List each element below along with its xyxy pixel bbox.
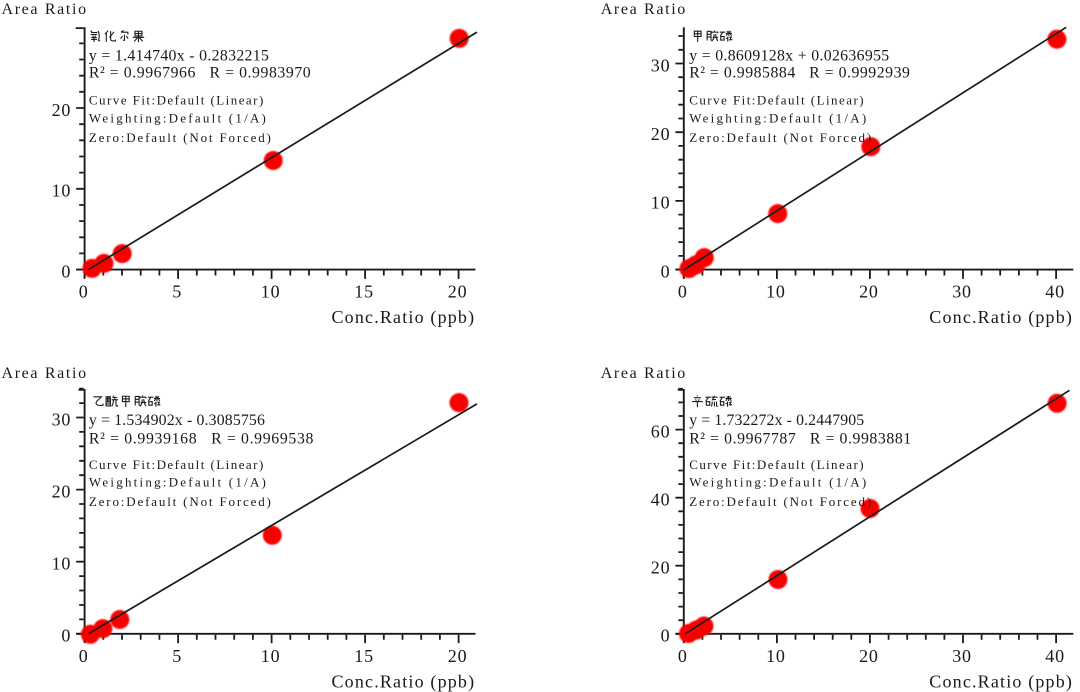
- svg-text:40: 40: [1045, 646, 1065, 666]
- svg-text:5: 5: [172, 282, 182, 302]
- svg-text:Curve Fit:Default (Linear): Curve Fit:Default (Linear): [89, 457, 263, 472]
- svg-text:20: 20: [448, 282, 468, 302]
- svg-text:10: 10: [766, 282, 786, 302]
- svg-text:20: 20: [651, 558, 671, 578]
- svg-text:R² = 0.9985884 R = 0.9992939: R² = 0.9985884 R = 0.9992939: [689, 65, 910, 82]
- svg-text:y = 1.414740x - 0.2832215: y = 1.414740x - 0.2832215: [89, 47, 269, 64]
- svg-text:30: 30: [952, 646, 972, 666]
- svg-text:5: 5: [172, 646, 182, 666]
- svg-text:30: 30: [52, 409, 72, 429]
- svg-text:R² = 0.9967787 R = 0.9983881: R² = 0.9967787 R = 0.9983881: [689, 431, 911, 448]
- svg-text:Weighting:Default (1/A): Weighting:Default (1/A): [89, 475, 266, 490]
- svg-text:20: 20: [651, 124, 671, 144]
- svg-text:30: 30: [952, 282, 972, 302]
- svg-text:Conc.Ratio (ppb): Conc.Ratio (ppb): [929, 307, 1072, 328]
- svg-text:Weighting:Default (1/A): Weighting:Default (1/A): [89, 111, 266, 126]
- svg-text:Weighting:Default (1/A): Weighting:Default (1/A): [689, 111, 866, 126]
- svg-text:0: 0: [661, 626, 671, 646]
- svg-text:Conc.Ratio (ppb): Conc.Ratio (ppb): [332, 307, 475, 328]
- svg-text:R² = 0.9939168 R = 0.9969538: R² = 0.9939168 R = 0.9969538: [89, 431, 314, 448]
- svg-text:10: 10: [52, 181, 72, 201]
- svg-text:Curve Fit:Default (Linear): Curve Fit:Default (Linear): [689, 457, 863, 472]
- svg-text:15: 15: [354, 646, 374, 666]
- svg-text:0: 0: [79, 646, 89, 666]
- svg-text:y = 0.8609128x + 0.02636955: y = 0.8609128x + 0.02636955: [689, 47, 889, 64]
- svg-text:10: 10: [261, 282, 281, 302]
- svg-text:y = 1.534902x - 0.3085756: y = 1.534902x - 0.3085756: [89, 412, 265, 429]
- svg-text:40: 40: [1045, 282, 1065, 302]
- svg-text:20: 20: [52, 100, 72, 120]
- svg-text:20: 20: [448, 646, 468, 666]
- svg-text:y = 1.732272x - 0.2447905: y = 1.732272x - 0.2447905: [689, 412, 864, 429]
- svg-text:R² = 0.9967966 R = 0.9983970: R² = 0.9967966 R = 0.9983970: [89, 65, 311, 82]
- svg-text:0: 0: [61, 626, 71, 646]
- svg-text:Zero:Default (Not Forced): Zero:Default (Not Forced): [89, 494, 271, 509]
- svg-text:0: 0: [678, 646, 688, 666]
- svg-text:0: 0: [79, 282, 89, 302]
- svg-text:Curve Fit:Default (Linear): Curve Fit:Default (Linear): [89, 93, 263, 108]
- svg-text:40: 40: [651, 490, 671, 510]
- svg-text:20: 20: [52, 481, 72, 501]
- svg-text:Conc.Ratio (ppb): Conc.Ratio (ppb): [929, 671, 1072, 692]
- svg-text:10: 10: [766, 646, 786, 666]
- svg-text:10: 10: [261, 646, 281, 666]
- svg-text:20: 20: [859, 282, 879, 302]
- svg-text:Curve Fit:Default (Linear): Curve Fit:Default (Linear): [689, 93, 863, 108]
- svg-text:Zero:Default (Not Forced): Zero:Default (Not Forced): [689, 130, 871, 145]
- svg-text:Zero:Default (Not Forced): Zero:Default (Not Forced): [689, 494, 871, 509]
- svg-text:0: 0: [61, 261, 71, 281]
- svg-text:10: 10: [52, 554, 72, 574]
- svg-text:Zero:Default (Not Forced): Zero:Default (Not Forced): [89, 130, 271, 145]
- svg-text:15: 15: [354, 282, 374, 302]
- svg-text:10: 10: [651, 193, 671, 213]
- svg-text:Weighting:Default (1/A): Weighting:Default (1/A): [689, 475, 866, 490]
- svg-text:0: 0: [678, 282, 688, 302]
- svg-text:20: 20: [859, 646, 879, 666]
- svg-text:0: 0: [661, 261, 671, 281]
- svg-text:30: 30: [651, 55, 671, 75]
- svg-text:Conc.Ratio (ppb): Conc.Ratio (ppb): [332, 671, 475, 692]
- svg-text:60: 60: [651, 421, 671, 441]
